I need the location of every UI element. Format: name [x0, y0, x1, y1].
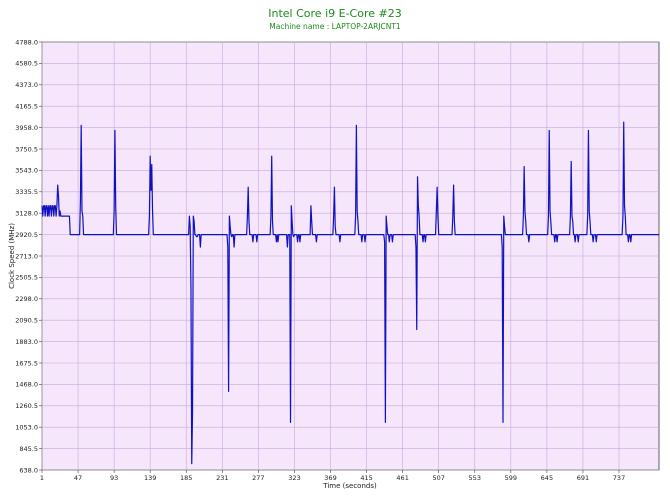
x-tick-label: 737	[613, 474, 625, 482]
y-tick-label: 3750.5	[15, 145, 38, 153]
y-tick-label: 4373.0	[15, 81, 38, 89]
grid-lines	[41, 41, 659, 471]
x-axis-label: Time (seconds)	[322, 482, 377, 490]
x-tick-label: 93	[110, 474, 118, 482]
x-tick-label: 231	[216, 474, 228, 482]
y-tick-label: 2920.5	[15, 231, 38, 239]
x-tick-label: 599	[505, 474, 517, 482]
y-tick-label: 2505.5	[15, 274, 38, 282]
x-tick-label: 277	[252, 474, 264, 482]
x-tick-label: 507	[432, 474, 444, 482]
y-tick-label: 2298.0	[15, 295, 38, 303]
x-tick-label: 47	[74, 474, 82, 482]
x-tick-label: 553	[469, 474, 481, 482]
x-tick-label: 461	[396, 474, 408, 482]
y-tick-label: 3958.0	[15, 124, 38, 132]
x-tick-label: 369	[324, 474, 336, 482]
y-tick-label: 4165.5	[15, 103, 38, 111]
y-tick-label: 4580.5	[15, 60, 38, 68]
y-tick-label: 3335.5	[15, 188, 38, 196]
y-tick-label: 1260.5	[15, 402, 38, 410]
y-tick-label: 638.0	[19, 466, 38, 474]
y-tick-label: 3543.0	[15, 167, 38, 175]
y-tick-label: 2713.0	[15, 252, 38, 260]
chart-subtitle: Machine name : LAPTOP-2ARJCNT1	[269, 22, 401, 31]
y-tick-label: 845.5	[19, 445, 38, 453]
y-tick-label: 4788.0	[15, 38, 38, 46]
series-line	[41, 121, 659, 465]
x-tick-label: 691	[577, 474, 589, 482]
y-tick-label: 1883.0	[15, 338, 38, 346]
y-axis-label: Clock Speed (MHz)	[8, 223, 16, 289]
x-tick-label: 323	[288, 474, 300, 482]
y-tick-label: 1053.0	[15, 424, 38, 432]
series-layer	[41, 121, 659, 465]
y-tick-label: 1468.0	[15, 381, 38, 389]
y-tick-label: 2090.5	[15, 317, 38, 325]
x-axis-ticks: 1 47 93 139 185 231 277 323 369 415 461 507 553 599 64…	[40, 470, 625, 482]
chart-title: Intel Core i9 E-Core #23	[268, 7, 401, 20]
x-tick-label: 645	[541, 474, 553, 482]
y-tick-label: 3128.0	[15, 210, 38, 218]
x-tick-label: 185	[180, 474, 192, 482]
y-tick-label: 1675.5	[15, 359, 38, 367]
x-tick-label: 415	[360, 474, 372, 482]
x-tick-label: 1	[40, 474, 44, 482]
y-axis-ticks: 638.0 845.5 1053.0 1260.5 1468.0 1675.5 1883.0…	[15, 38, 42, 474]
x-tick-label: 139	[144, 474, 156, 482]
